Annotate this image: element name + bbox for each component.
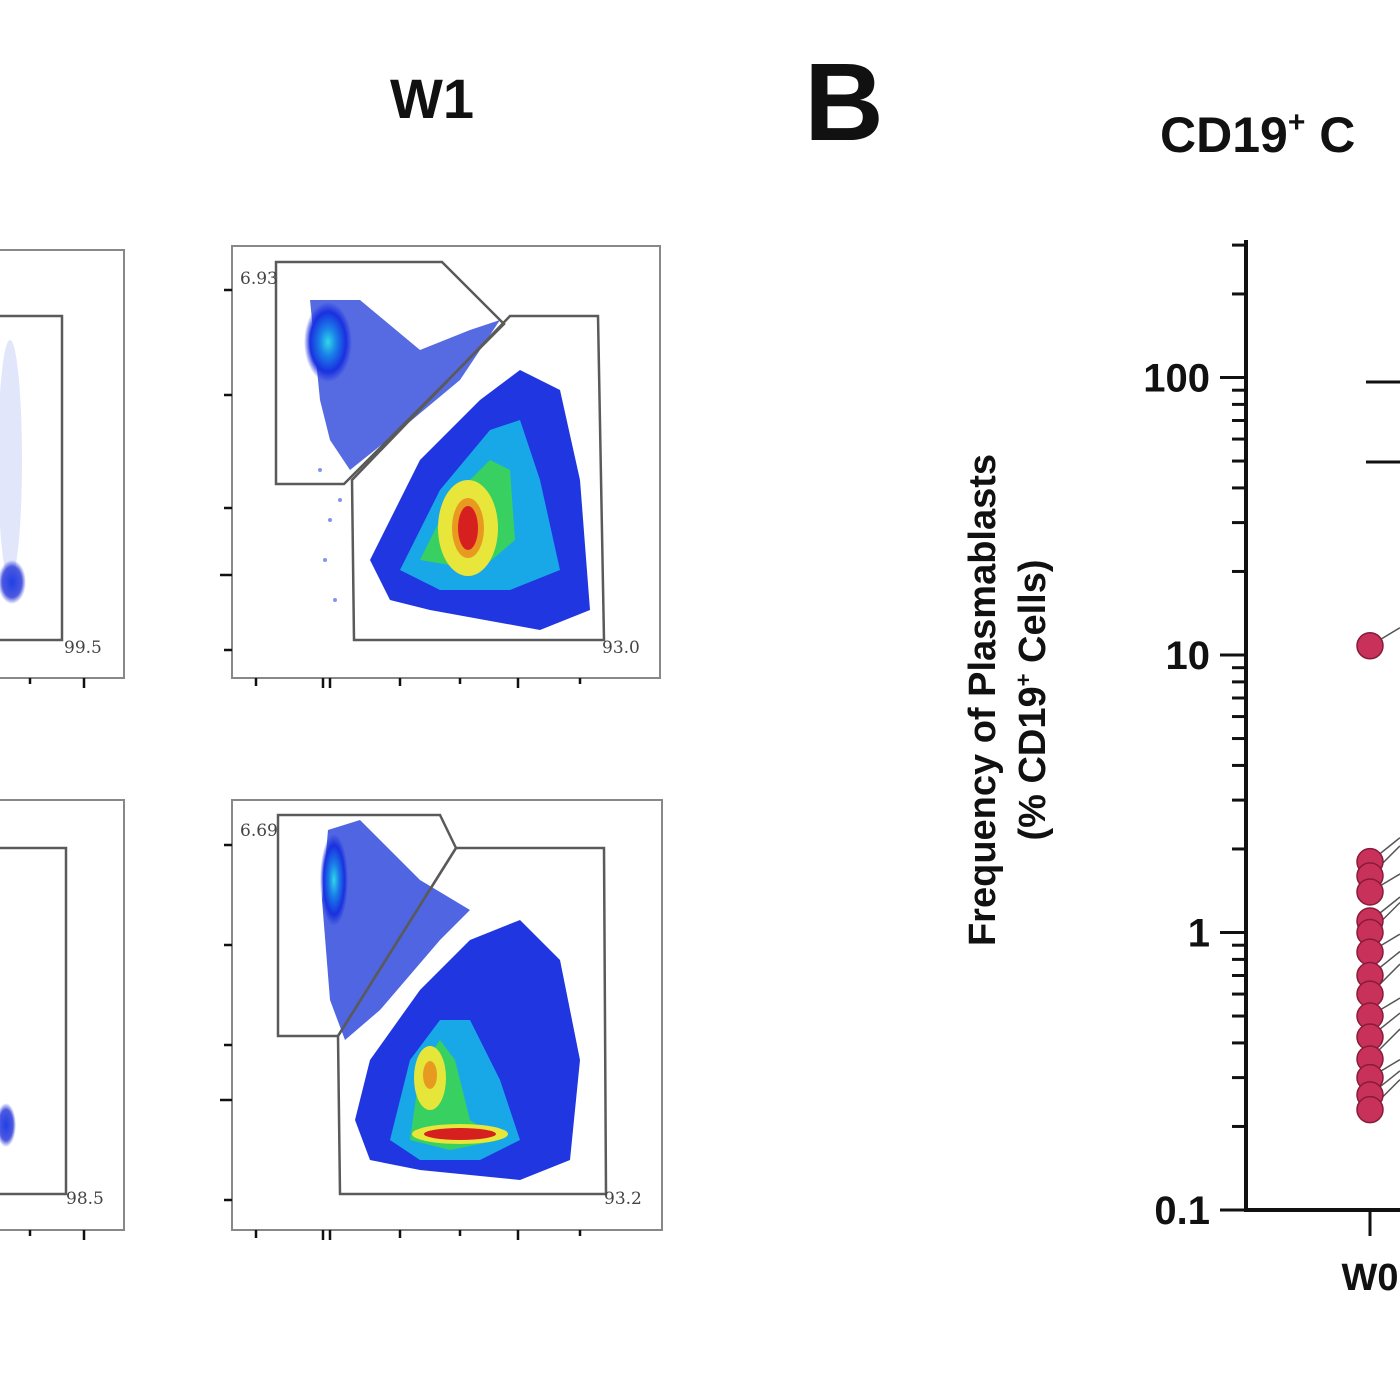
flow-plot-w1-bottom: 6.69 93.2 [220, 799, 663, 1240]
left-bottom-lower-percent: 98.5 [66, 1189, 104, 1209]
y-tick-label: 0.1 [1154, 1189, 1210, 1233]
y-axis-label-line2: (% CD19+ Cells) [1011, 559, 1054, 840]
left-top-lower-percent: 99.5 [64, 638, 102, 658]
y-tick-labels: 0.1 1 10 100 [1143, 357, 1210, 1234]
data-point-w0 [1356, 938, 1384, 966]
gate-lower-percent-1: 93.0 [602, 638, 640, 658]
panel-a: W1 99.5 98.5 [0, 67, 663, 1240]
y-tick-label: 10 [1166, 634, 1211, 678]
data-point-w0 [1356, 1095, 1384, 1124]
panel-b-label: B [804, 41, 883, 164]
flow-plot-left-bottom: 98.5 [0, 799, 125, 1240]
chart-title: CD19+ C [1160, 106, 1355, 163]
data-point-w0 [1356, 878, 1384, 906]
x-tick-label-w0: W0 [1342, 1257, 1399, 1299]
gate-lower-1 [350, 314, 606, 642]
gate-lower-2 [336, 846, 608, 1196]
flow-plot-left-top: 99.5 [0, 249, 125, 688]
gate-upper-percent-1: 6.93 [240, 269, 278, 289]
y-tick-label: 1 [1188, 912, 1210, 956]
gate-lower-percent-2: 93.2 [604, 1189, 642, 1209]
flow-plot-w1-top: 6.93 93.0 [220, 245, 661, 688]
gate-upper-percent-2: 6.69 [240, 821, 278, 841]
panel-a-column-title: W1 [390, 67, 474, 130]
panel-b: B CD19+ C Frequency of Plasmablasts (% C… [804, 41, 1400, 1299]
y-axis-label-line1: Frequency of Plasmablasts [962, 454, 1004, 946]
y-ticks [1220, 243, 1246, 1212]
y-tick-label: 100 [1143, 357, 1210, 401]
data-point-w0 [1356, 631, 1384, 660]
data-points [1356, 631, 1384, 1124]
